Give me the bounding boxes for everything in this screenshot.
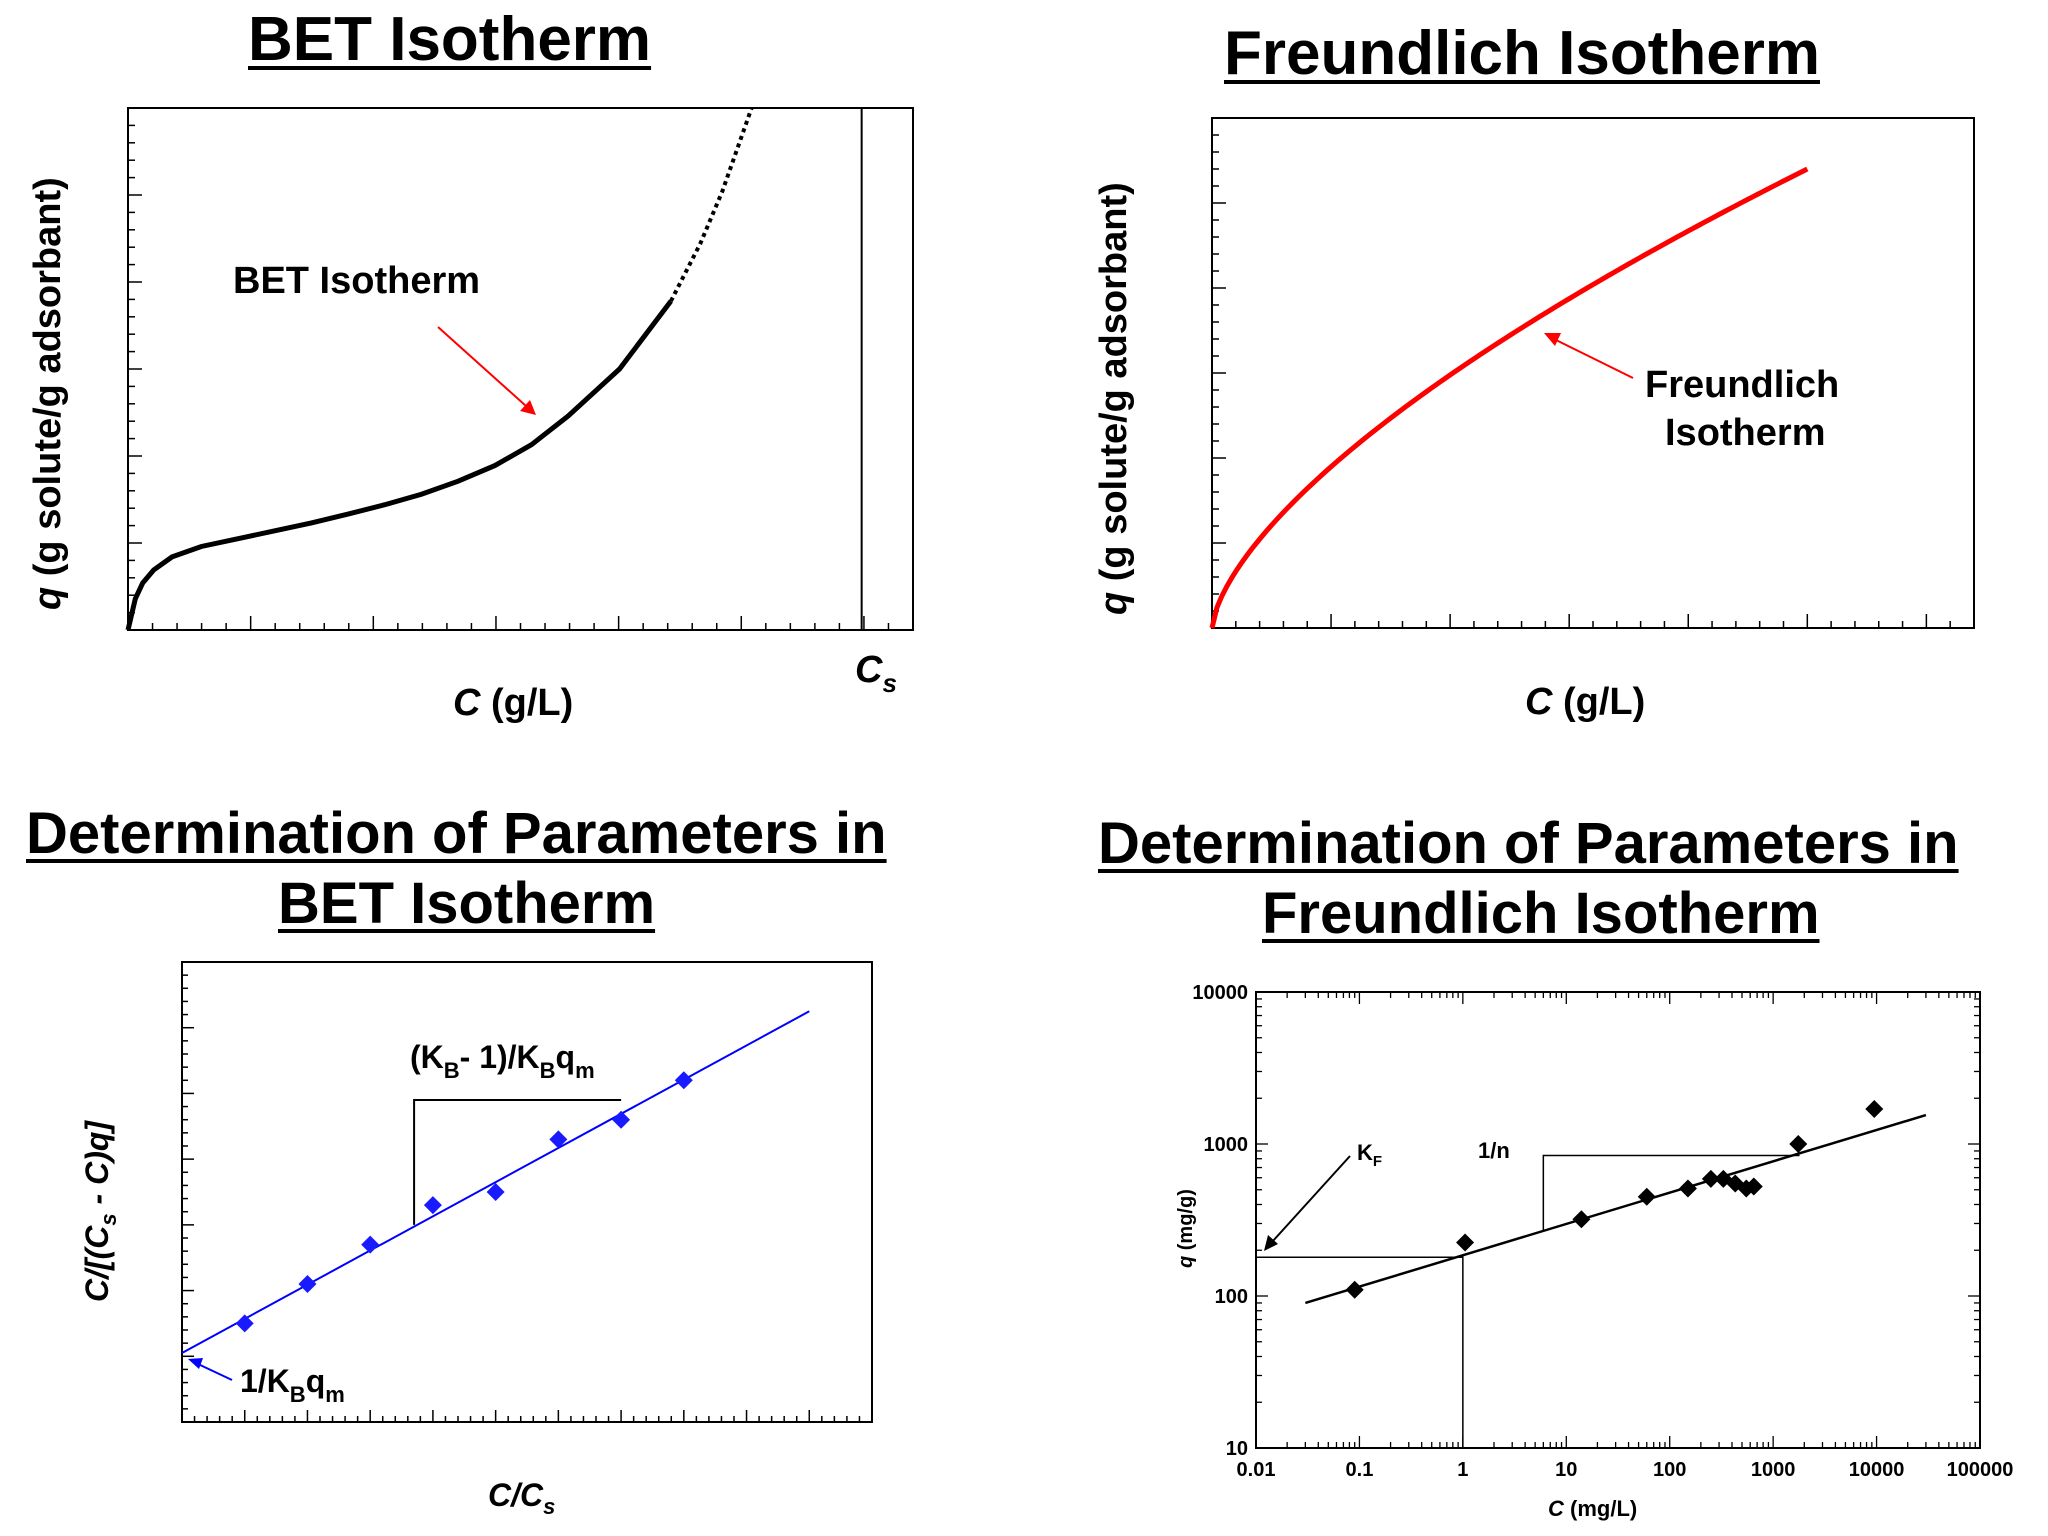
bet-linear-intercept-arrowhead xyxy=(188,1358,203,1369)
data-point xyxy=(674,1071,693,1090)
freundlich-loglog-slope-triangle xyxy=(1542,1154,1800,1232)
bet-curve-solid xyxy=(125,299,673,631)
freundlich-xlabel: C (g/L) xyxy=(1525,681,1645,723)
freundlich-ticks xyxy=(1211,117,1975,629)
freundlich-loglog-points xyxy=(1345,1099,1884,1299)
freundlich-curve xyxy=(1209,166,1809,629)
freundlich-annotation-arrowhead xyxy=(1544,333,1561,346)
bet-linear-intercept-label: 1/KBqm xyxy=(240,1363,345,1407)
x-tick-label: 10 xyxy=(1555,1459,1577,1481)
x-tick-label: 10000 xyxy=(1849,1459,1905,1481)
bet-ylabel: q (g solute/g adsorbant) xyxy=(27,177,69,610)
freundlich-loglog-kf-arrow xyxy=(1271,1155,1351,1243)
data-point xyxy=(1789,1135,1808,1153)
freundlich-loglog-kf-arrowhead xyxy=(1264,1235,1278,1251)
data-point xyxy=(1345,1280,1364,1299)
data-point xyxy=(1701,1169,1720,1188)
data-point xyxy=(423,1196,442,1215)
bet-ticks xyxy=(127,107,914,631)
freundlich-loglog-x-tick-labels: 0.01 0.1 1 10 100 1000 10000 100000 xyxy=(1237,1459,2014,1481)
data-point xyxy=(1572,1210,1591,1229)
bet-annotation-arrowhead xyxy=(520,400,536,415)
freundlich-annotation-line2: Isotherm xyxy=(1665,412,1825,454)
freundlich-loglog-chart: 10 100 1000 10000 0.01 0.1 1 10 100 1000 10000 100… xyxy=(1175,982,2014,1521)
bet-annotation: BET Isotherm xyxy=(233,260,480,302)
data-point xyxy=(1678,1179,1697,1198)
data-point xyxy=(298,1275,317,1293)
bet-curve-dotted xyxy=(669,107,754,303)
bet-linear-intercept-arrow xyxy=(197,1363,233,1381)
data-point xyxy=(486,1183,505,1201)
bet-linear-xlabel: C/Cs xyxy=(488,1477,555,1519)
freundlich-chart: Freundlich Isotherm C (g/L) q (g solute/… xyxy=(1093,117,1975,723)
freundlich-plot-frame xyxy=(1211,117,1975,629)
bet-linear-slope-label: (KB- 1)/KBqm xyxy=(410,1039,595,1083)
data-point xyxy=(1714,1169,1733,1188)
data-point xyxy=(1865,1099,1884,1118)
bet-linear-ylabel: C/[(Cs - C)q] xyxy=(79,1120,121,1302)
bet-cs-label: Cs xyxy=(855,649,897,698)
freundlich-annotation-line1: Freundlich xyxy=(1645,364,1839,406)
bet-linear-title-line1: Determination of Parameters in xyxy=(26,801,887,866)
x-tick-label: 1000 xyxy=(1751,1459,1796,1481)
x-tick-label: 0.01 xyxy=(1237,1459,1276,1481)
data-point xyxy=(361,1235,380,1254)
y-tick-label: 100 xyxy=(1215,1286,1248,1308)
bet-linear-slope-triangle xyxy=(413,1099,622,1225)
freundlich-loglog-ylabel: q (mg/g) xyxy=(1175,1189,1197,1268)
freundlich-title: Freundlich Isotherm xyxy=(1224,19,1820,88)
bet-chart: BET Isotherm Cs C (g/L) q (g solute/g ad… xyxy=(27,107,914,724)
data-point xyxy=(1456,1233,1475,1252)
bet-linear-ticks xyxy=(181,961,873,1423)
x-tick-label: 100 xyxy=(1653,1459,1686,1481)
freundlich-loglog-y-tick-labels: 10 100 1000 10000 xyxy=(1192,982,1248,1460)
bet-linear-chart: (KB- 1)/KBqm 1/KBqm C/Cs C/[(Cs - C)q] xyxy=(79,961,873,1519)
y-tick-label: 10 xyxy=(1226,1438,1248,1460)
freundlich-annotation-arrow xyxy=(1555,339,1634,379)
freundlich-loglog-ticks xyxy=(1255,991,1981,1449)
x-tick-label: 100000 xyxy=(1947,1459,2014,1481)
data-point xyxy=(549,1130,568,1149)
freundlich-loglog-kf-lines xyxy=(1256,1256,1464,1448)
freundlich-loglog-title-line2: Freundlich Isotherm xyxy=(1262,881,1820,946)
bet-linear-plot-frame xyxy=(181,961,873,1423)
bet-linear-fit-line xyxy=(181,1010,810,1354)
freundlich-loglog-title-line1: Determination of Parameters in xyxy=(1098,811,1959,876)
freundlich-loglog-fit-line xyxy=(1304,1113,1927,1305)
x-tick-label: 0.1 xyxy=(1346,1459,1374,1481)
freundlich-loglog-plot-frame xyxy=(1255,991,1981,1449)
bet-linear-points xyxy=(235,1071,693,1333)
data-point xyxy=(1744,1177,1763,1196)
x-tick-label: 1 xyxy=(1457,1459,1468,1481)
bet-linear-title-line2: BET Isotherm xyxy=(278,871,656,936)
bet-xlabel: C (g/L) xyxy=(453,682,573,724)
y-tick-label: 1000 xyxy=(1204,1134,1249,1156)
freundlich-ylabel: q (g solute/g adsorbant) xyxy=(1093,182,1135,615)
bet-annotation-arrow xyxy=(437,326,527,407)
freundlich-loglog-xlabel: C (mg/L) xyxy=(1548,1496,1637,1521)
freundlich-loglog-kf-label: KF xyxy=(1357,1140,1382,1170)
bet-title: BET Isotherm xyxy=(248,5,652,74)
bet-plot-frame xyxy=(127,107,914,631)
freundlich-loglog-n-label: 1/n xyxy=(1478,1138,1510,1163)
data-point xyxy=(1637,1187,1656,1206)
y-tick-label: 10000 xyxy=(1192,982,1248,1004)
data-point xyxy=(612,1110,631,1129)
data-point xyxy=(235,1314,254,1333)
